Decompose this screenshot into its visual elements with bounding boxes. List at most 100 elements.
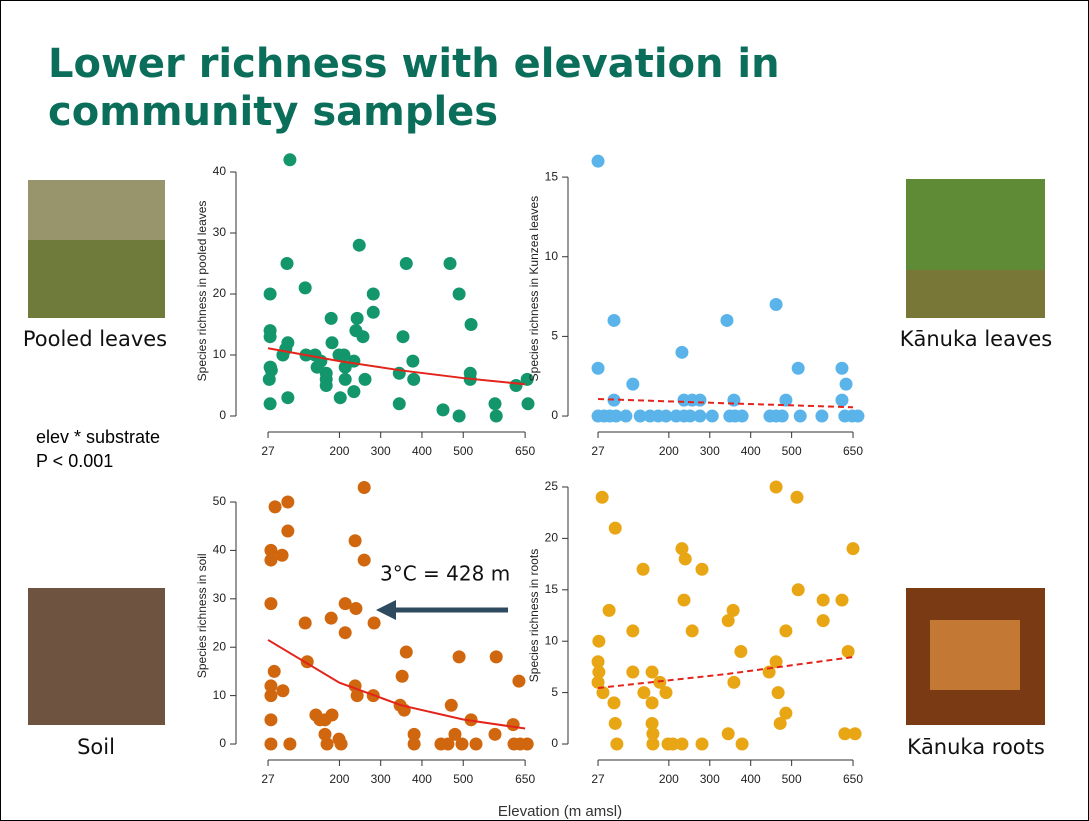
- stats-text: elev * substrate: [36, 427, 160, 447]
- point: [263, 287, 277, 301]
- y-axis-label: Species richness in roots: [527, 549, 541, 682]
- x-tick-label: 500: [782, 772, 802, 786]
- point: [281, 495, 295, 509]
- point: [815, 409, 829, 423]
- point: [734, 644, 748, 658]
- y-tick-label: 10: [213, 688, 227, 702]
- photo-detail: [906, 270, 1045, 318]
- point: [816, 593, 830, 607]
- point: [835, 593, 849, 607]
- point: [366, 287, 380, 301]
- x-tick-label: 650: [515, 444, 535, 458]
- point: [325, 708, 339, 722]
- x-axis-label: Elevation (m amsl): [498, 803, 622, 820]
- point: [469, 737, 483, 751]
- point: [695, 562, 709, 576]
- point: [720, 313, 734, 327]
- y-tick-label: 30: [213, 591, 227, 605]
- point: [320, 737, 334, 751]
- y-tick-label: 20: [545, 531, 559, 545]
- point: [488, 397, 502, 411]
- point: [444, 698, 458, 712]
- point: [448, 727, 462, 741]
- point: [452, 650, 466, 664]
- point: [838, 727, 852, 741]
- point: [637, 686, 651, 700]
- point: [338, 626, 352, 640]
- point: [357, 553, 371, 567]
- point: [646, 737, 660, 751]
- point: [721, 614, 735, 628]
- caption: Kānuka roots: [907, 735, 1045, 759]
- point: [350, 311, 364, 325]
- point: [357, 480, 371, 494]
- point: [406, 354, 420, 368]
- y-tick-label: 10: [545, 249, 559, 263]
- point: [727, 675, 741, 689]
- point: [281, 524, 295, 538]
- point: [626, 665, 640, 679]
- y-tick-label: 15: [545, 169, 559, 183]
- caption: Pooled leaves: [23, 327, 167, 351]
- y-tick-label: 0: [219, 736, 226, 750]
- point: [705, 409, 719, 423]
- x-tick-label: 27: [261, 444, 275, 458]
- point: [264, 360, 278, 374]
- point: [607, 696, 621, 710]
- x-tick-label: 200: [659, 444, 679, 458]
- point: [348, 534, 362, 548]
- point: [693, 393, 707, 407]
- point: [396, 330, 410, 344]
- point: [264, 689, 278, 703]
- point: [793, 409, 807, 423]
- point: [512, 674, 526, 688]
- point: [334, 737, 348, 751]
- point: [347, 354, 361, 368]
- y-axis-label: Species richness in soil: [195, 553, 209, 678]
- x-tick-label: 400: [412, 444, 432, 458]
- caption: Kānuka leaves: [900, 327, 1053, 351]
- point: [769, 298, 783, 312]
- point: [659, 409, 673, 423]
- point: [399, 645, 413, 659]
- point: [392, 397, 406, 411]
- point: [608, 716, 622, 730]
- point: [281, 391, 295, 405]
- y-axis-label: Species richness in pooled leaves: [195, 201, 209, 382]
- point: [596, 686, 610, 700]
- x-tick-label: 400: [741, 772, 761, 786]
- x-tick-label: 300: [700, 444, 720, 458]
- y-tick-label: 20: [213, 639, 227, 653]
- point: [318, 727, 332, 741]
- point: [280, 257, 294, 270]
- point: [735, 737, 749, 751]
- point: [645, 716, 659, 730]
- point: [264, 713, 278, 727]
- y-tick-label: 50: [213, 494, 227, 508]
- point: [790, 490, 804, 504]
- point: [841, 644, 855, 658]
- trend-line: [598, 397, 854, 409]
- point: [791, 583, 805, 597]
- point: [338, 597, 352, 611]
- point: [675, 542, 689, 556]
- point: [324, 611, 338, 625]
- point: [263, 330, 277, 344]
- point: [395, 669, 409, 683]
- point: [276, 684, 290, 698]
- y-tick-label: 10: [545, 633, 559, 647]
- x-tick-label: 650: [843, 772, 863, 786]
- point: [407, 737, 421, 751]
- point: [609, 409, 623, 423]
- slide-title: Lower richness with elevation in: [48, 41, 780, 87]
- point: [281, 336, 295, 350]
- point: [464, 318, 478, 331]
- point: [678, 552, 692, 566]
- photo-soil: [28, 588, 165, 725]
- point: [779, 393, 793, 407]
- x-tick-label: 500: [453, 772, 473, 786]
- point: [735, 409, 749, 423]
- point: [347, 385, 361, 399]
- point: [489, 650, 503, 664]
